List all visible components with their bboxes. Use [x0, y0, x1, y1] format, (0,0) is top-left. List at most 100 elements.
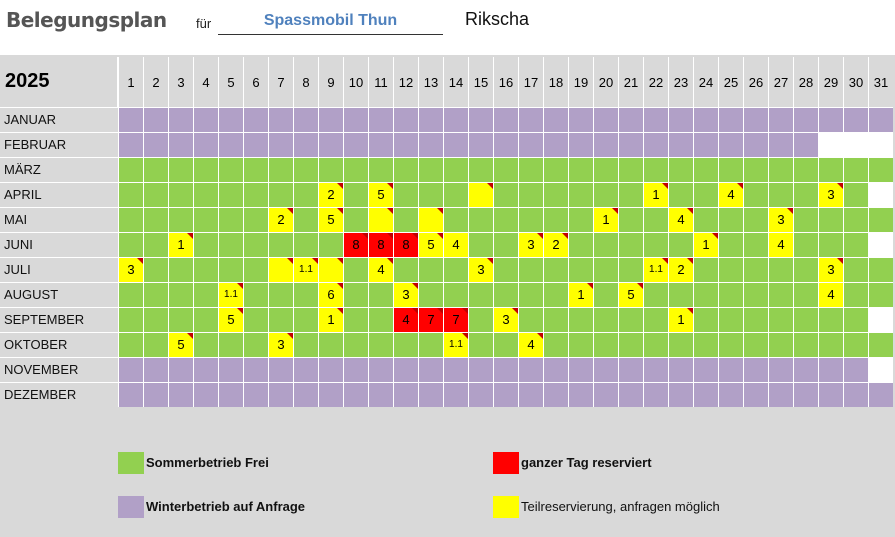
day-cell[interactable] [293, 107, 318, 132]
day-cell[interactable] [568, 132, 593, 157]
day-cell[interactable] [793, 282, 818, 307]
day-cell[interactable] [443, 282, 468, 307]
day-cell[interactable] [743, 382, 768, 407]
day-cell[interactable] [368, 132, 393, 157]
day-cell[interactable] [368, 207, 393, 232]
day-cell[interactable] [418, 107, 443, 132]
day-cell[interactable] [168, 107, 193, 132]
day-cell[interactable] [468, 182, 493, 207]
day-cell[interactable] [418, 357, 443, 382]
day-cell[interactable] [843, 282, 868, 307]
day-cell[interactable] [743, 107, 768, 132]
day-cell[interactable] [668, 282, 693, 307]
day-cell[interactable] [343, 157, 368, 182]
day-cell[interactable] [743, 132, 768, 157]
day-cell[interactable] [393, 257, 418, 282]
day-cell[interactable] [543, 332, 568, 357]
day-cell[interactable] [593, 157, 618, 182]
day-cell[interactable] [668, 382, 693, 407]
day-cell[interactable] [618, 157, 643, 182]
day-cell[interactable] [768, 307, 793, 332]
day-cell[interactable] [543, 257, 568, 282]
day-cell[interactable] [343, 307, 368, 332]
day-cell[interactable] [568, 382, 593, 407]
day-cell[interactable] [393, 182, 418, 207]
day-cell[interactable] [818, 357, 843, 382]
day-cell[interactable] [193, 357, 218, 382]
day-cell[interactable] [593, 232, 618, 257]
day-cell[interactable] [243, 282, 268, 307]
day-cell[interactable] [768, 182, 793, 207]
day-cell[interactable]: 5 [368, 182, 393, 207]
day-cell[interactable] [118, 207, 143, 232]
day-cell[interactable] [368, 282, 393, 307]
day-cell[interactable]: 4 [518, 332, 543, 357]
day-cell[interactable] [268, 157, 293, 182]
day-cell[interactable] [693, 107, 718, 132]
day-cell[interactable] [143, 257, 168, 282]
day-cell[interactable]: 1.1 [443, 332, 468, 357]
day-cell[interactable] [668, 332, 693, 357]
day-cell[interactable] [843, 157, 868, 182]
day-cell[interactable] [443, 182, 468, 207]
day-cell[interactable] [418, 132, 443, 157]
day-cell[interactable] [518, 257, 543, 282]
day-cell[interactable] [268, 282, 293, 307]
day-cell[interactable] [318, 332, 343, 357]
day-cell[interactable] [468, 382, 493, 407]
day-cell[interactable]: 1 [693, 232, 718, 257]
day-cell[interactable] [743, 307, 768, 332]
day-cell[interactable] [218, 232, 243, 257]
day-cell[interactable]: 1 [318, 307, 343, 332]
day-cell[interactable] [168, 257, 193, 282]
day-cell[interactable] [593, 107, 618, 132]
day-cell[interactable] [118, 357, 143, 382]
day-cell[interactable] [518, 382, 543, 407]
day-cell[interactable] [118, 132, 143, 157]
day-cell[interactable]: 3 [768, 207, 793, 232]
day-cell[interactable] [593, 282, 618, 307]
day-cell[interactable] [793, 332, 818, 357]
day-cell[interactable]: 7 [418, 307, 443, 332]
day-cell[interactable] [293, 357, 318, 382]
day-cell[interactable] [343, 332, 368, 357]
day-cell[interactable] [268, 182, 293, 207]
day-cell[interactable] [468, 332, 493, 357]
day-cell[interactable] [718, 207, 743, 232]
day-cell[interactable] [368, 357, 393, 382]
day-cell[interactable] [143, 332, 168, 357]
day-cell[interactable] [143, 207, 168, 232]
day-cell[interactable] [418, 182, 443, 207]
day-cell[interactable] [118, 182, 143, 207]
day-cell[interactable] [793, 132, 818, 157]
day-cell[interactable] [643, 332, 668, 357]
day-cell[interactable] [418, 157, 443, 182]
day-cell[interactable] [143, 157, 168, 182]
day-cell[interactable] [418, 332, 443, 357]
day-cell[interactable] [393, 332, 418, 357]
day-cell[interactable] [693, 357, 718, 382]
day-cell[interactable] [343, 357, 368, 382]
day-cell[interactable] [518, 157, 543, 182]
day-cell[interactable] [243, 382, 268, 407]
day-cell[interactable] [618, 257, 643, 282]
day-cell[interactable] [343, 182, 368, 207]
day-cell[interactable] [668, 357, 693, 382]
day-cell[interactable] [868, 257, 893, 282]
day-cell[interactable]: 2 [268, 207, 293, 232]
day-cell[interactable] [518, 207, 543, 232]
day-cell[interactable]: 3 [393, 282, 418, 307]
day-cell[interactable] [518, 357, 543, 382]
day-cell[interactable] [443, 207, 468, 232]
day-cell[interactable] [193, 232, 218, 257]
day-cell[interactable] [743, 282, 768, 307]
day-cell[interactable]: 2 [543, 232, 568, 257]
day-cell[interactable] [868, 207, 893, 232]
day-cell[interactable] [118, 107, 143, 132]
day-cell[interactable] [468, 282, 493, 307]
day-cell[interactable] [193, 282, 218, 307]
day-cell[interactable] [843, 182, 868, 207]
day-cell[interactable] [268, 107, 293, 132]
day-cell[interactable] [443, 157, 468, 182]
day-cell[interactable] [693, 282, 718, 307]
